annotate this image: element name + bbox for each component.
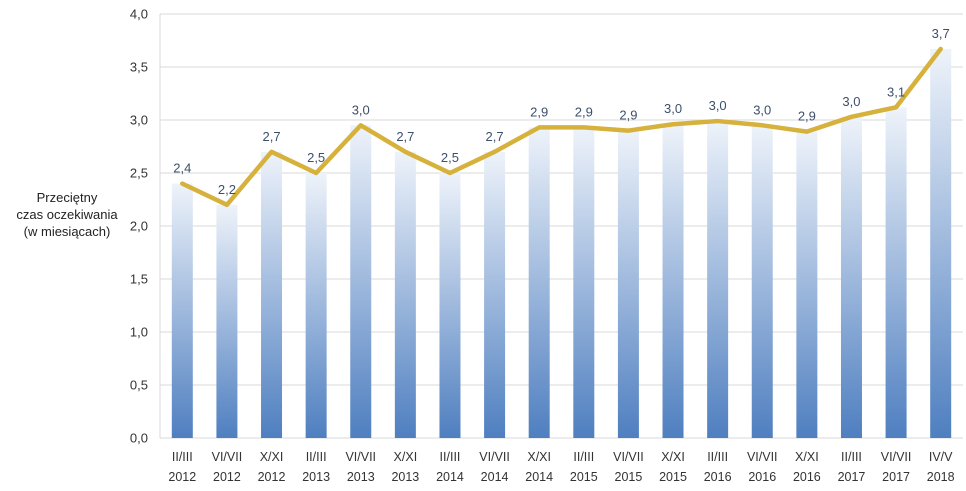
x-tick-year: 2014 [436,470,464,484]
data-label: 3,0 [352,102,370,117]
x-tick-year: 2014 [481,470,509,484]
y-axis-label-line: Przeciętny [37,190,98,205]
x-tick-label: II/III [306,450,327,464]
y-tick-label: 3,0 [130,113,148,128]
bar [930,48,952,438]
bar [484,151,506,439]
bar [394,151,416,439]
x-tick-label: X/XI [260,450,284,464]
bar [751,125,773,439]
y-tick-label: 0,5 [130,378,148,393]
data-label: 2,7 [262,129,280,144]
x-tick-year: 2018 [927,470,955,484]
x-tick-label: X/XI [394,450,418,464]
x-tick-label: VI/VII [613,450,644,464]
bar [216,204,238,438]
bar [885,107,907,438]
x-tick-year: 2016 [704,470,732,484]
y-axis-label: Przeciętny czas oczekiwania (w miesiącach) [16,190,118,239]
x-tick-label: VI/VII [479,450,510,464]
y-tick-label: 2,5 [130,166,148,181]
data-label: 2,7 [486,129,504,144]
data-label: 3,0 [664,101,682,116]
x-tick-year: 2017 [882,470,910,484]
bar [350,125,372,439]
y-axis-label-line: (w miesiącach) [24,224,111,239]
x-tick-year: 2015 [570,470,598,484]
x-tick-label: II/III [573,450,594,464]
bar [662,124,684,439]
x-tick-year: 2016 [748,470,776,484]
x-tick-year: 2015 [615,470,643,484]
x-tick-label: II/III [707,450,728,464]
x-tick-label: II/III [172,450,193,464]
x-tick-label: IV/V [929,450,953,464]
data-label: 2,9 [575,104,593,119]
data-label: 2,7 [396,129,414,144]
data-labels: 2,4 2,2 2,7 2,5 3,0 2,7 2,5 2,7 2,9 2,9 2,9 3,0 3,0 3… [173,26,949,197]
x-tick-label: VI/VII [212,450,243,464]
y-tick-label: 3,5 [130,60,148,75]
x-tick-year: 2016 [793,470,821,484]
x-axis-ticks: II/III 2012 VI/VII 2012 X/XI 2012 II/III 2013 VI… [168,450,954,484]
bar [171,183,193,438]
bar [573,127,595,439]
bar [840,116,862,438]
data-label: 2,5 [441,150,459,165]
y-tick-label: 1,0 [130,325,148,340]
y-tick-label: 0,0 [130,431,148,446]
x-tick-label: X/XI [527,450,551,464]
data-label: 2,5 [307,150,325,165]
bar [261,151,283,439]
bar [796,131,818,438]
x-tick-label: VI/VII [345,450,376,464]
x-tick-label: VI/VII [747,450,778,464]
bar [305,173,327,438]
trend-line [180,46,943,208]
x-tick-year: 2012 [168,470,196,484]
data-label: 2,9 [798,109,816,124]
bars [171,48,952,439]
x-tick-year: 2013 [347,470,375,484]
x-tick-year: 2015 [659,470,687,484]
x-tick-label: X/XI [661,450,685,464]
data-label: 3,7 [932,26,950,41]
data-label: 2,2 [218,182,236,197]
gridlines [159,13,963,439]
data-label: 3,0 [753,102,771,117]
bar [617,130,639,438]
x-tick-label: X/XI [795,450,819,464]
data-label: 3,1 [887,84,905,99]
data-label: 2,4 [173,161,191,176]
y-axis-label-line: czas oczekiwania [16,207,118,222]
x-tick-year: 2013 [391,470,419,484]
y-tick-label: 1,5 [130,272,148,287]
x-tick-label: VI/VII [881,450,912,464]
y-tick-label: 2,0 [130,219,148,234]
x-tick-year: 2013 [302,470,330,484]
data-label: 2,9 [530,104,548,119]
x-tick-label: II/III [841,450,862,464]
x-tick-year: 2017 [838,470,866,484]
x-tick-year: 2014 [525,470,553,484]
x-tick-year: 2012 [258,470,286,484]
data-label: 3,0 [709,98,727,113]
bar [528,127,550,439]
bar [439,173,461,438]
y-tick-label: 4,0 [130,7,148,22]
x-tick-year: 2012 [213,470,241,484]
data-label: 2,9 [619,108,637,123]
bar [707,121,729,438]
y-axis-ticks: 0,0 0,5 1,0 1,5 2,0 2,5 3,0 3,5 4,0 [130,7,148,446]
x-tick-label: II/III [440,450,461,464]
series-line [180,46,943,208]
data-label: 3,0 [842,94,860,109]
